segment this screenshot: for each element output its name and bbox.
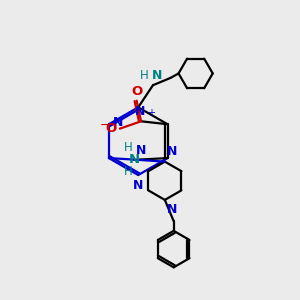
Text: +: +	[147, 108, 155, 118]
Text: −: −	[100, 118, 110, 132]
Text: H: H	[124, 141, 132, 154]
Text: N: N	[112, 116, 123, 129]
Text: N: N	[152, 69, 162, 82]
Text: H: H	[140, 69, 148, 82]
Text: N: N	[135, 144, 146, 157]
Text: N: N	[129, 153, 140, 166]
Text: N: N	[135, 105, 146, 118]
Text: O: O	[105, 122, 116, 135]
Text: N: N	[167, 145, 178, 158]
Text: O: O	[131, 85, 142, 98]
Text: N: N	[167, 203, 178, 216]
Text: N: N	[133, 179, 143, 192]
Text: H: H	[124, 165, 132, 178]
